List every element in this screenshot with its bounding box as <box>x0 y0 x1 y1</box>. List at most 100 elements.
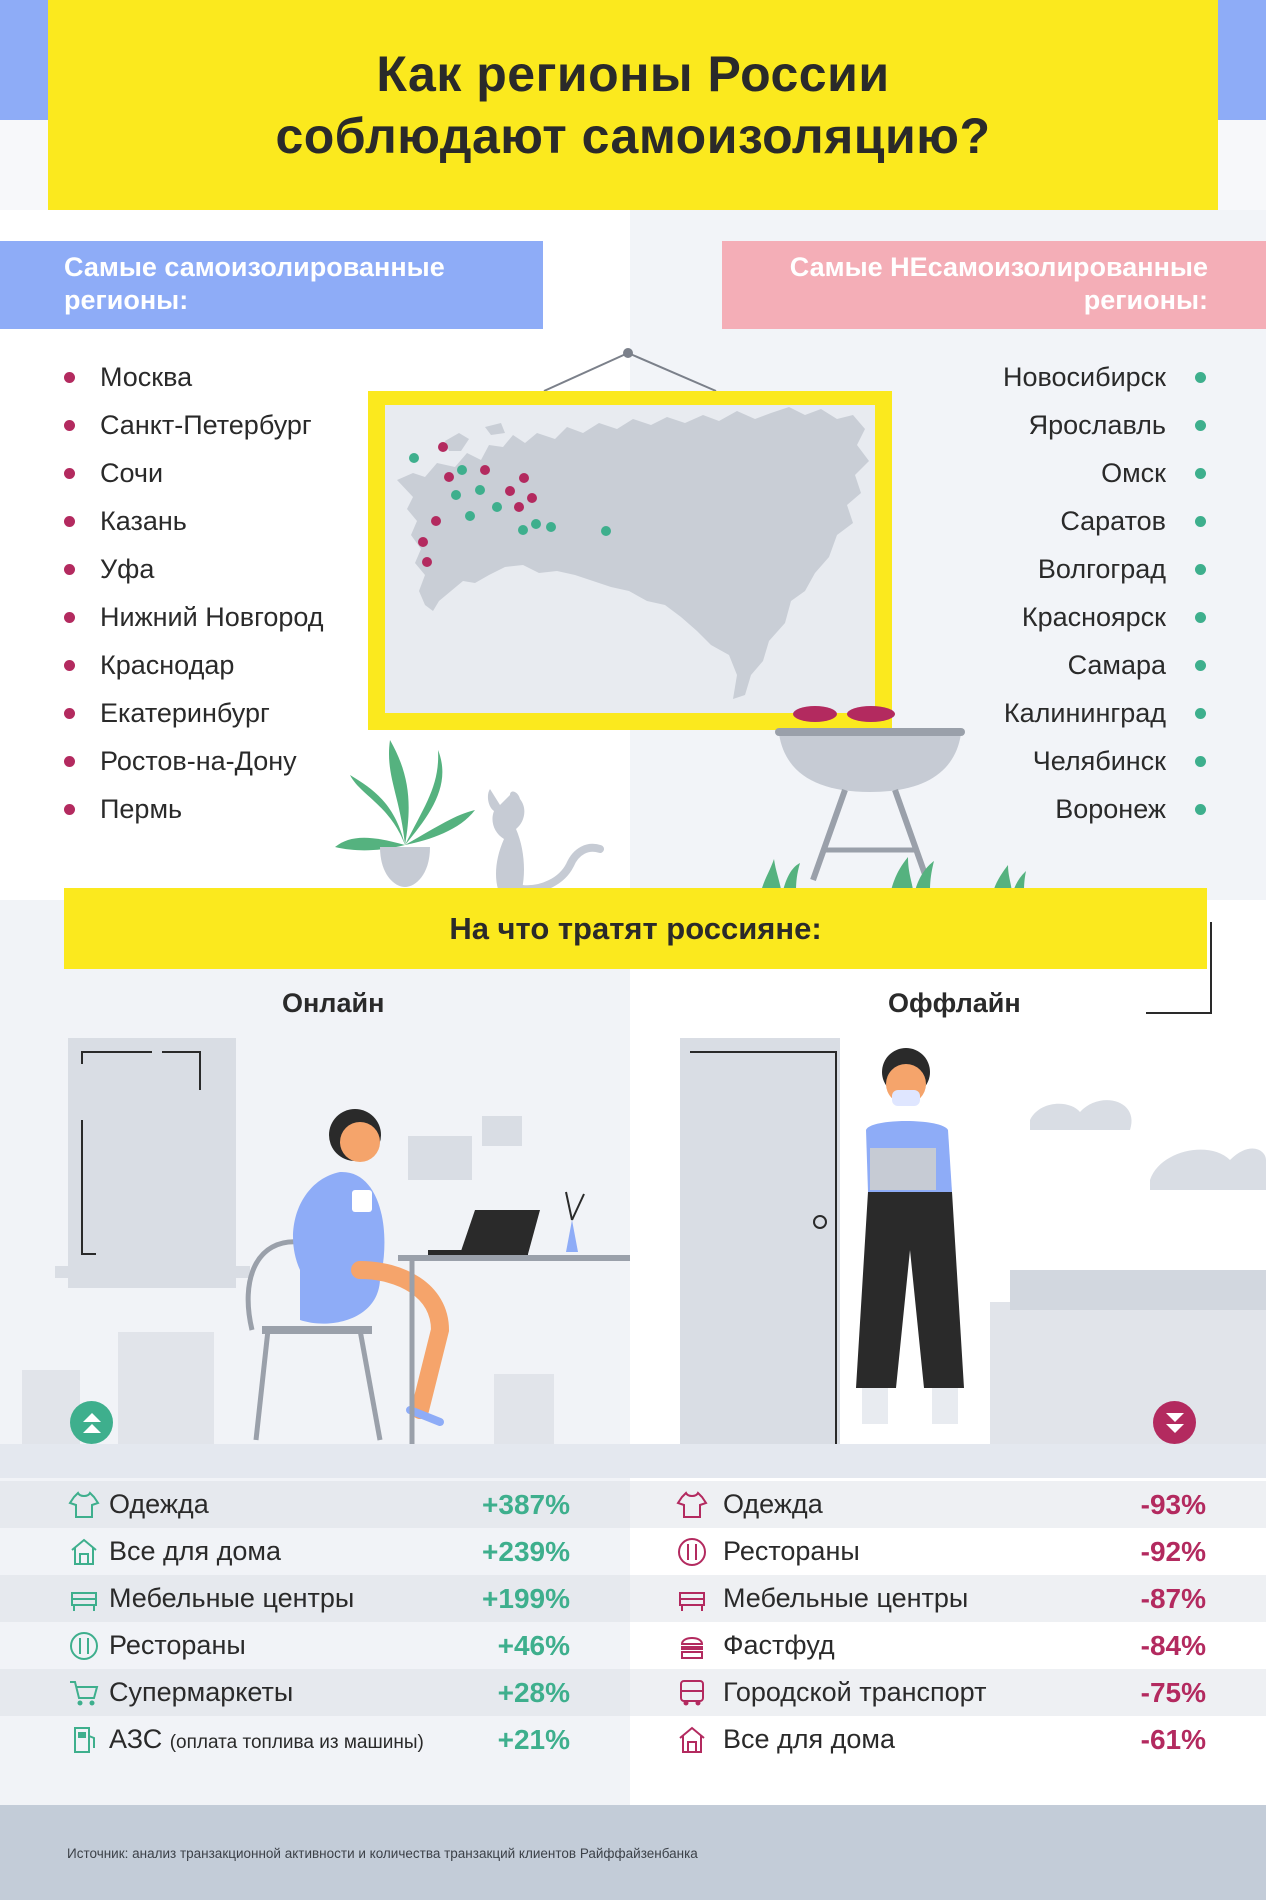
map-point-not-isolated <box>465 511 475 521</box>
map-point-not-isolated <box>492 502 502 512</box>
list-item: Сочи <box>64 449 324 497</box>
list-item: Омск <box>1003 449 1206 497</box>
bullet-dot <box>64 564 75 575</box>
page-title: Как регионы России соблюдают самоизоляци… <box>275 46 991 164</box>
table-row: Городской транспорт -75% <box>630 1669 1266 1716</box>
list-item: Ярославль <box>1003 401 1206 449</box>
percent-change: -61% <box>1140 1724 1206 1755</box>
table-row: Мебельные центры +199% <box>0 1575 630 1622</box>
percent-change: -87% <box>1140 1583 1206 1614</box>
title-banner: Как регионы России соблюдают самоизоляци… <box>48 0 1218 210</box>
decor-corner <box>1146 922 1212 1014</box>
map-hanger <box>543 348 717 392</box>
russia-map <box>385 405 875 713</box>
most-isolated-heading: Самые самоизолированные регионы: <box>0 241 543 329</box>
table-row: Рестораны +46% <box>0 1622 630 1669</box>
restaurant-icon <box>70 1632 98 1660</box>
restaurant-icon <box>678 1538 706 1566</box>
list-item: Челябинск <box>1003 737 1206 785</box>
table-row: Фастфуд -84% <box>630 1622 1266 1669</box>
spending-title: На что тратят россияне: <box>449 910 822 946</box>
least-isolated-heading: Самые НЕсамоизолированные регионы: <box>722 241 1266 329</box>
list-item: Воронеж <box>1003 785 1206 833</box>
list-item: Казань <box>64 497 324 545</box>
spending-title-banner: На что тратят россияне: <box>64 888 1207 969</box>
list-item: Новосибирск <box>1003 353 1206 401</box>
header-accent-left <box>0 0 50 120</box>
map-point-isolated <box>444 472 454 482</box>
list-item: Москва <box>64 353 324 401</box>
map-point-not-isolated <box>451 490 461 500</box>
list-item: Калининград <box>1003 689 1206 737</box>
decrease-indicator-icon <box>1153 1401 1196 1444</box>
table-row: Все для дома -61% <box>630 1716 1266 1763</box>
map-point-not-isolated <box>518 525 528 535</box>
percent-change: +239% <box>482 1536 570 1567</box>
bullet-dot <box>1195 660 1206 671</box>
fastfood-icon <box>680 1637 704 1659</box>
bullet-dot <box>1195 516 1206 527</box>
floor-strip <box>0 1444 1266 1478</box>
table-row: АЗС (оплата топлива из машины) +21% <box>0 1716 630 1763</box>
map-point-isolated <box>480 465 490 475</box>
offline-scene-illustration <box>680 1038 1266 1448</box>
list-item: Ростов-на-Дону <box>64 737 324 785</box>
map-point-isolated <box>519 473 529 483</box>
online-column-heading: Онлайн <box>282 988 385 1018</box>
map-point-not-isolated <box>546 522 556 532</box>
percent-change: +28% <box>497 1677 570 1708</box>
list-item: Пермь <box>64 785 324 833</box>
list-item: Волгоград <box>1003 545 1206 593</box>
table-row: Все для дома +239% <box>0 1528 630 1575</box>
list-item: Самара <box>1003 641 1206 689</box>
source-note: Источник: анализ транзакционной активнос… <box>67 1846 698 1861</box>
offline-spending-table: Одежда -93% Рестораны -92% Мебельные цен… <box>630 1481 1266 1763</box>
bullet-dot <box>1195 564 1206 575</box>
bullet-dot <box>64 420 75 431</box>
percent-change: +199% <box>482 1583 570 1614</box>
bullet-dot <box>64 468 75 479</box>
footer <box>0 1805 1266 1900</box>
grill-illustration <box>775 706 965 882</box>
clothes-icon <box>68 1491 100 1518</box>
percent-change: -84% <box>1140 1630 1206 1661</box>
bullet-dot <box>64 708 75 719</box>
percent-change: -93% <box>1140 1489 1206 1520</box>
list-item: Красноярск <box>1003 593 1206 641</box>
map-point-not-isolated <box>601 526 611 536</box>
map-point-isolated <box>527 493 537 503</box>
map-point-isolated <box>422 557 432 567</box>
fuel-icon <box>74 1727 95 1753</box>
bullet-dot <box>1195 372 1206 383</box>
table-row: Одежда +387% <box>0 1481 630 1528</box>
map-point-isolated <box>505 486 515 496</box>
bullet-dot <box>64 804 75 815</box>
list-item: Уфа <box>64 545 324 593</box>
furniture-icon <box>679 1592 705 1611</box>
map-point-isolated <box>514 502 524 512</box>
list-item: Санкт-Петербург <box>64 401 324 449</box>
table-row: Одежда -93% <box>630 1481 1266 1528</box>
table-row: Супермаркеты +28% <box>0 1669 630 1716</box>
fuel-note: (оплата топлива из машины) <box>169 1732 424 1753</box>
map-point-isolated <box>438 442 448 452</box>
russia-map-shape <box>397 407 869 699</box>
online-spending-table: Одежда +387% Все для дома +239% Мебельны… <box>0 1481 630 1763</box>
bullet-dot <box>64 516 75 527</box>
furniture-icon <box>71 1592 97 1611</box>
table-row: Мебельные центры -87% <box>630 1575 1266 1622</box>
most-isolated-list: Москва Санкт-Петербург Сочи Казань Уфа Н… <box>64 353 324 833</box>
grass-illustration <box>760 857 1026 895</box>
bullet-dot <box>1195 420 1206 431</box>
cart-icon <box>70 1681 99 1706</box>
bullet-dot <box>1195 756 1206 767</box>
plant-illustration <box>335 740 475 887</box>
percent-change: -92% <box>1140 1536 1206 1567</box>
list-item: Нижний Новгород <box>64 593 324 641</box>
map-point-not-isolated <box>409 453 419 463</box>
online-scene-illustration <box>22 1038 630 1450</box>
list-item: Саратов <box>1003 497 1206 545</box>
bus-icon <box>680 1680 704 1706</box>
home-goods-icon <box>679 1726 705 1753</box>
map-point-not-isolated <box>531 519 541 529</box>
